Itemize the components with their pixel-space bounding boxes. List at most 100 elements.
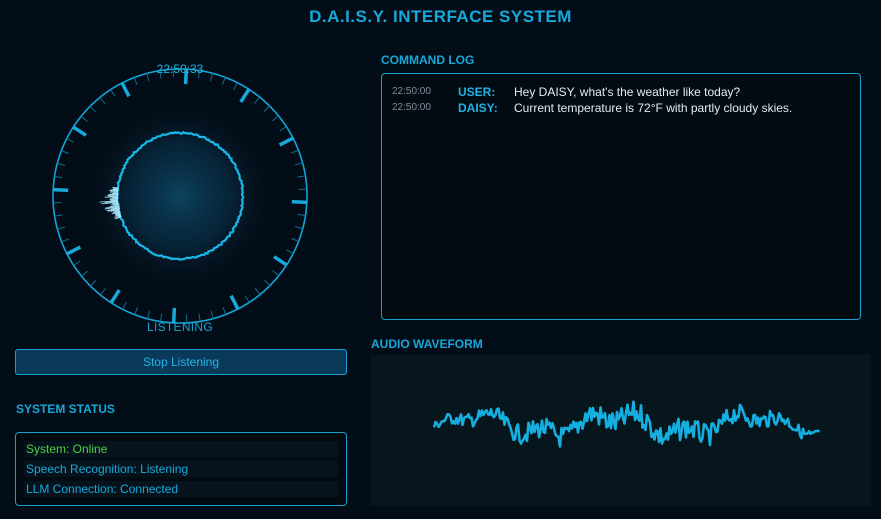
audio-level-spike (112, 202, 119, 205)
dial-minor-tick (198, 313, 201, 322)
dial-minor-tick (54, 175, 63, 179)
audio-level-spike (107, 208, 120, 212)
log-message: Hey DAISY, what's the weather like today… (514, 85, 741, 99)
dial-minor-tick (73, 260, 81, 266)
audio-level-spike (114, 214, 121, 217)
audio-level-spike (115, 213, 121, 216)
audio-level-spike (114, 215, 122, 219)
log-message: Current temperature is 72°F with partly … (514, 101, 793, 115)
dial-minor-tick (272, 270, 280, 277)
system-status-heading: SYSTEM STATUS (16, 402, 115, 416)
dial-minor-tick (61, 238, 70, 243)
status-system: System: Online (24, 441, 338, 457)
audio-level-spike (113, 204, 119, 206)
system-status-panel: System: Online Speech Recognition: Liste… (15, 432, 347, 506)
audio-level-spike (111, 206, 120, 210)
dial-minor-tick (297, 175, 306, 178)
voice-activity-dial: 22:50:33 (52, 62, 308, 324)
dial-minor-tick (159, 70, 162, 79)
log-speaker: DAISY: (458, 101, 498, 115)
dial-minor-tick (134, 307, 139, 315)
dial-outer-ring (52, 68, 308, 324)
status-llm-connection: LLM Connection: Connected (24, 481, 338, 497)
audio-waveform-graph (432, 400, 820, 448)
dial-minor-tick (294, 226, 303, 230)
dial-minor-tick (263, 105, 270, 113)
dial-major-tick (273, 255, 288, 267)
dial-minor-tick (271, 115, 279, 122)
dial-minor-tick (233, 82, 238, 91)
audio-level-spike (106, 207, 120, 211)
audio-waveform-panel (370, 355, 871, 506)
dial-major-tick (109, 289, 121, 304)
audio-level-spike (101, 201, 119, 205)
audio-level-spikes (99, 186, 122, 220)
dial-minor-tick (57, 162, 66, 166)
audio-level-spike (110, 199, 119, 201)
audio-level-spike (114, 212, 121, 215)
dial-minor-tick (61, 150, 69, 155)
audio-level-spike (117, 214, 122, 217)
audio-level-spike (110, 190, 119, 193)
dial-minor-tick (90, 279, 97, 287)
dial-major-tick (278, 136, 294, 147)
dial-minor-tick (221, 77, 226, 85)
audio-level-spike (111, 203, 119, 205)
audio-level-spike (112, 186, 119, 189)
dial-minor-tick (297, 213, 306, 217)
dial-major-tick (171, 307, 177, 323)
audio-level-spike (114, 212, 121, 216)
stop-listening-button[interactable]: Stop Listening (15, 349, 347, 375)
dial-minor-tick (99, 97, 106, 105)
dial-minor-tick (285, 249, 294, 254)
dial-minor-tick (122, 301, 127, 310)
audio-level-spike (112, 210, 120, 214)
dial-major-tick (120, 82, 131, 98)
dial-minor-tick (210, 73, 214, 82)
dial-minor-tick (54, 214, 63, 217)
dial-time: 22:50:33 (157, 62, 204, 76)
audio-level-spike (113, 187, 119, 190)
audio-level-spike (104, 201, 119, 204)
audio-level-spike (111, 211, 121, 215)
dial-minor-tick (279, 126, 287, 132)
audio-level-spike (109, 204, 119, 207)
command-log-panel[interactable]: 22:50:00 USER: Hey DAISY, what's the wea… (381, 73, 861, 320)
log-speaker: USER: (458, 85, 496, 99)
dial-minor-tick (222, 306, 227, 315)
audio-level-spike (109, 189, 119, 192)
app-title: D.A.I.S.Y. INTERFACE SYSTEM (309, 7, 572, 26)
dial-minor-tick (57, 226, 66, 230)
command-log-heading: COMMAND LOG (381, 53, 475, 67)
dial-minor-tick (146, 310, 150, 319)
dial-glow (85, 101, 275, 291)
dial-minor-tick (294, 162, 303, 166)
audio-level-spike (114, 209, 120, 212)
log-timestamp: 22:50:00 (392, 86, 431, 97)
dial-minor-tick (290, 149, 299, 154)
dial-minor-tick (197, 70, 201, 79)
dial-minor-tick (254, 287, 261, 295)
audio-level-spike (104, 206, 119, 210)
log-timestamp: 22:50:00 (392, 102, 431, 113)
audio-level-spike (111, 189, 119, 191)
dial-minor-tick (210, 310, 214, 319)
dial-major-tick (66, 245, 82, 256)
audio-level-spike (105, 205, 119, 209)
listening-state-label: LISTENING (146, 320, 214, 334)
dial-minor-tick (110, 89, 116, 97)
dial-minor-tick (133, 77, 138, 86)
dial-minor-tick (89, 106, 97, 113)
dial-minor-tick (254, 96, 261, 104)
dial-minor-tick (80, 115, 88, 122)
dial-minor-tick (159, 313, 163, 322)
dial-ticks (53, 69, 307, 323)
dial-major-tick (53, 187, 69, 193)
dial-major-tick (291, 199, 307, 205)
dial-minor-tick (146, 73, 150, 82)
audio-level-spike (110, 209, 120, 212)
dial-major-tick (183, 69, 189, 85)
audio-level-spike (99, 200, 119, 203)
dial-major-tick (72, 125, 87, 137)
dial-minor-tick (244, 295, 250, 303)
